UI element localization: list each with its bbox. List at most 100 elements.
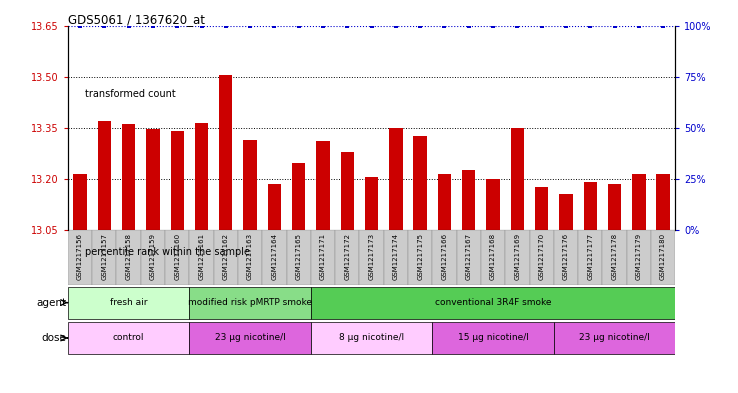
Point (536, 22, 548, 29)
Bar (506, 230, 529, 285)
Point (317, 22, 329, 29)
Bar (408, 230, 432, 285)
Bar (413, 136, 427, 230)
Bar (244, 140, 257, 230)
Bar (268, 184, 281, 230)
Text: GDS5061 / 1367620_at: GDS5061 / 1367620_at (68, 13, 205, 26)
Bar (481, 230, 506, 285)
Bar (608, 184, 621, 230)
Text: GSM1217162: GSM1217162 (223, 233, 229, 280)
Text: control: control (113, 334, 145, 342)
Text: conventional 3R4F smoke: conventional 3R4F smoke (435, 298, 551, 307)
Point (269, 22, 280, 29)
Text: transformed count: transformed count (85, 89, 176, 99)
Text: 23 μg nicotine/l: 23 μg nicotine/l (215, 334, 286, 342)
Point (147, 22, 159, 29)
Text: GSM1217174: GSM1217174 (393, 233, 399, 280)
Bar (602, 230, 627, 285)
Point (171, 22, 183, 29)
Bar (432, 230, 457, 285)
Point (390, 22, 401, 29)
Text: GSM1217160: GSM1217160 (174, 233, 180, 280)
Text: GSM1217176: GSM1217176 (563, 233, 569, 280)
Bar (68, 322, 190, 354)
Bar (627, 230, 651, 285)
Bar (335, 230, 359, 285)
Text: GSM1217179: GSM1217179 (636, 233, 642, 280)
Bar (311, 287, 675, 318)
Text: GSM1217168: GSM1217168 (490, 233, 496, 280)
Bar (341, 152, 354, 230)
Text: GSM1217166: GSM1217166 (441, 233, 447, 280)
Point (74, 22, 86, 29)
Point (487, 22, 499, 29)
Text: GSM1217164: GSM1217164 (272, 233, 277, 280)
Point (438, 22, 450, 29)
Bar (73, 174, 87, 230)
Text: GSM1217172: GSM1217172 (345, 233, 351, 280)
Point (658, 22, 669, 29)
Bar (432, 322, 554, 354)
Bar (170, 131, 184, 230)
Point (244, 22, 256, 29)
Bar (146, 129, 159, 230)
Point (220, 22, 232, 29)
Bar (554, 322, 675, 354)
Text: GSM1217158: GSM1217158 (125, 233, 131, 280)
Text: GSM1217177: GSM1217177 (587, 233, 593, 280)
Text: 15 μg nicotine/l: 15 μg nicotine/l (458, 334, 528, 342)
Text: GSM1217175: GSM1217175 (417, 233, 423, 280)
Bar (632, 174, 646, 230)
Bar (486, 179, 500, 230)
Bar (365, 177, 379, 230)
Point (342, 22, 354, 29)
Text: dose: dose (42, 333, 66, 343)
Point (584, 22, 596, 29)
Bar (292, 163, 306, 230)
Bar (529, 230, 554, 285)
Text: GSM1217169: GSM1217169 (514, 233, 520, 280)
Bar (311, 322, 432, 354)
Bar (68, 39, 81, 149)
Bar (195, 123, 208, 230)
Bar (219, 75, 232, 230)
Point (463, 22, 475, 29)
Bar (511, 128, 524, 230)
Bar (317, 141, 330, 230)
Point (609, 22, 621, 29)
Text: GSM1217178: GSM1217178 (612, 233, 618, 280)
Text: GSM1217165: GSM1217165 (296, 233, 302, 280)
Text: GSM1217157: GSM1217157 (101, 233, 107, 280)
Point (560, 22, 572, 29)
Bar (359, 230, 384, 285)
Bar (68, 230, 92, 285)
Point (511, 22, 523, 29)
Bar (165, 230, 190, 285)
Bar (535, 187, 548, 230)
Bar (389, 128, 402, 230)
Bar (457, 230, 481, 285)
Bar (384, 230, 408, 285)
Text: GSM1217159: GSM1217159 (150, 233, 156, 280)
Bar (438, 174, 451, 230)
Text: fresh air: fresh air (110, 298, 148, 307)
Text: GSM1217163: GSM1217163 (247, 233, 253, 280)
Bar (122, 124, 135, 230)
Point (366, 22, 378, 29)
Point (98, 22, 110, 29)
Bar (214, 230, 238, 285)
Bar (462, 170, 475, 230)
Text: GSM1217171: GSM1217171 (320, 233, 326, 280)
Bar (311, 230, 335, 285)
Bar (190, 230, 214, 285)
Bar (68, 287, 190, 318)
Bar (286, 230, 311, 285)
Point (414, 22, 426, 29)
Text: GSM1217180: GSM1217180 (660, 233, 666, 280)
Text: percentile rank within the sample: percentile rank within the sample (85, 246, 250, 257)
Bar (190, 287, 311, 318)
Bar (238, 230, 262, 285)
Text: GSM1217156: GSM1217156 (77, 233, 83, 280)
Bar (141, 230, 165, 285)
Bar (68, 196, 81, 307)
